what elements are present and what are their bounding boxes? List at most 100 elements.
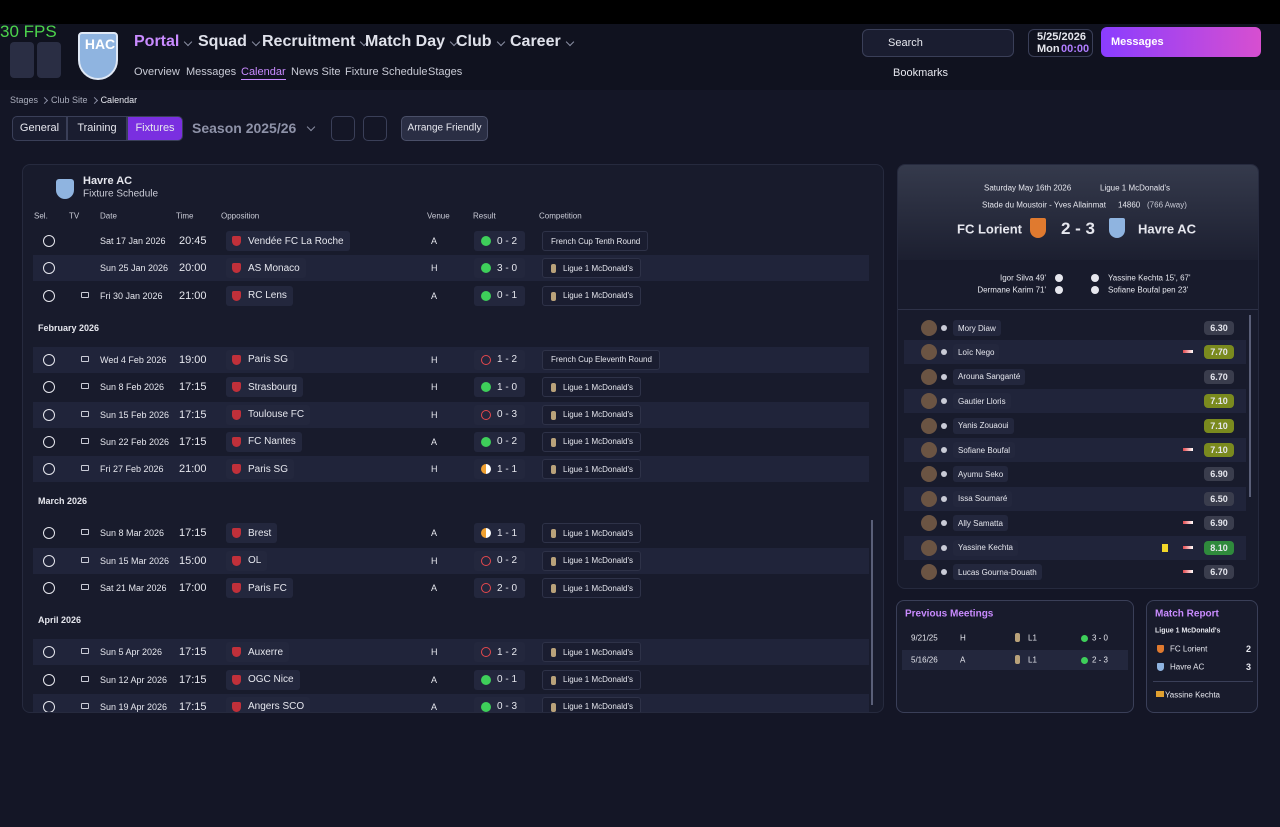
away-team: Havre AC — [1138, 221, 1197, 237]
nav-tab[interactable]: Club — [456, 33, 492, 50]
select-circle[interactable] — [43, 646, 55, 659]
opposition-chip[interactable]: AS Monaco — [226, 258, 306, 279]
messages-label: Messages — [1111, 36, 1164, 48]
player-name-chip[interactable]: Issa Soumaré — [953, 490, 1013, 507]
venue: A — [431, 236, 438, 246]
opposition-chip[interactable]: Vendée FC La Roche — [226, 231, 350, 251]
result-chip: 0 - 1 — [474, 669, 526, 690]
player-name-chip[interactable]: Yassine Kechta — [953, 539, 1018, 556]
club-crest — [232, 464, 241, 475]
previous-meetings: Previous Meetings 9/21/25 H L1 3 - 0 5/16/26 A… — [896, 600, 1134, 713]
trophy-icon — [551, 437, 556, 447]
back-button[interactable] — [10, 42, 34, 78]
away-scorer: Yassine Kechta 15', 67' — [1108, 273, 1191, 283]
opposition-chip[interactable]: Paris FC — [226, 578, 293, 598]
title: Previous Meetings — [905, 608, 994, 620]
opposition-chip[interactable]: OL — [226, 550, 268, 571]
player-photo — [921, 393, 937, 410]
select-circle[interactable] — [43, 381, 55, 394]
opposition-chip[interactable]: OGC Nice — [226, 669, 300, 690]
select-circle[interactable] — [43, 408, 55, 421]
select-circle[interactable] — [43, 700, 55, 712]
result-chip: 0 - 3 — [474, 404, 526, 425]
yellow-card — [1162, 543, 1168, 552]
select-circle[interactable] — [43, 582, 55, 594]
sub-nav[interactable]: Stages — [428, 66, 463, 78]
breadcrumb: Club Site — [51, 95, 88, 105]
opposition-chip[interactable]: Paris SG — [226, 459, 295, 480]
role-icon — [941, 398, 947, 405]
sub-nav[interactable]: News Site — [291, 66, 341, 78]
player-name-chip[interactable]: Lucas Gourna-Douath — [953, 564, 1042, 580]
nav-tab[interactable]: Career — [510, 33, 561, 50]
view-tab[interactable] — [12, 116, 67, 141]
result-marker — [481, 409, 491, 420]
player-name-chip[interactable]: Sofiane Boufal — [953, 442, 1016, 458]
opposition-chip[interactable]: Strasbourg — [226, 377, 303, 398]
player-name-chip[interactable]: Gautier Lloris — [953, 393, 1011, 410]
messages-button[interactable] — [1101, 27, 1261, 57]
season-arrow[interactable] — [331, 116, 355, 141]
arrange-label: Arrange Friendly — [407, 122, 482, 134]
time: 17:15 — [179, 381, 207, 394]
player-name-chip[interactable]: Mory Diaw — [953, 320, 1001, 336]
meeting-cell: A — [960, 655, 966, 665]
tv-icon — [81, 702, 89, 709]
player-name-chip[interactable]: Loïc Nego — [953, 344, 1000, 361]
venue: A — [431, 701, 438, 712]
sub-nav[interactable]: Fixture Schedule — [345, 66, 428, 78]
select-circle[interactable] — [43, 435, 55, 448]
view-tab[interactable] — [67, 116, 127, 141]
goal-icon — [1055, 274, 1063, 282]
forward-button[interactable] — [37, 42, 61, 78]
select-circle[interactable] — [43, 673, 55, 686]
match-date: Saturday May 16th 2026 — [984, 183, 1072, 193]
club-crest — [232, 436, 241, 447]
sub-nav[interactable]: Calendar — [241, 66, 286, 78]
season-arrow[interactable] — [363, 116, 387, 141]
trophy-icon — [551, 410, 556, 420]
select-circle[interactable] — [43, 235, 55, 247]
competition-chip: Ligue 1 McDonald's — [542, 523, 642, 544]
player-name-chip[interactable]: Ally Samatta — [953, 515, 1008, 532]
opposition-chip[interactable]: Toulouse FC — [226, 404, 311, 425]
date-box[interactable] — [1028, 29, 1093, 57]
opposition-chip[interactable]: Brest — [226, 523, 278, 544]
select-circle[interactable] — [43, 353, 55, 366]
search[interactable]: Search — [888, 37, 923, 49]
opposition-chip[interactable]: Auxerre — [226, 642, 290, 663]
season[interactable]: Season 2025/26 — [192, 120, 297, 136]
opposition-chip[interactable]: Paris SG — [226, 349, 295, 370]
player-photo — [921, 515, 937, 532]
nav-tab[interactable]: Recruitment — [262, 33, 356, 50]
sub-nav[interactable]: Messages — [186, 66, 237, 78]
nav-tab[interactable]: Match Day — [365, 33, 446, 50]
select-circle[interactable] — [43, 554, 55, 567]
result-chip: 2 - 0 — [474, 578, 526, 598]
opposition-chip[interactable]: FC Nantes — [226, 431, 302, 452]
bookmarks[interactable]: Bookmarks — [893, 67, 949, 79]
nav-tab[interactable]: Portal — [134, 33, 180, 50]
scrollbar — [871, 520, 873, 705]
arrange-button[interactable] — [401, 116, 488, 141]
select-circle[interactable] — [43, 289, 55, 302]
player-name-chip[interactable]: Ayumu Seko — [953, 466, 1009, 483]
select-circle[interactable] — [43, 262, 55, 275]
opposition-chip[interactable]: Angers SCO — [226, 696, 311, 712]
view-tab[interactable] — [127, 116, 183, 141]
rating: 7.10 — [1204, 418, 1234, 433]
opposition-chip[interactable]: RC Lens — [226, 285, 293, 306]
sub-nav[interactable]: Overview — [134, 66, 180, 78]
row-band — [33, 346, 869, 373]
player-name-chip[interactable]: Yanis Zouaoui — [953, 417, 1014, 434]
nav-tab[interactable]: Squad — [198, 33, 247, 50]
player-name-chip[interactable]: Arouna Sanganté — [953, 368, 1026, 385]
subtitle: Fixture Schedule — [83, 188, 159, 200]
select-circle[interactable] — [43, 527, 55, 540]
result-marker — [481, 674, 491, 685]
select-circle[interactable] — [43, 463, 55, 476]
sub-icon — [1183, 570, 1193, 573]
club-crest — [232, 290, 241, 301]
player-photo — [921, 417, 937, 434]
view-tab-label: General — [19, 122, 60, 134]
